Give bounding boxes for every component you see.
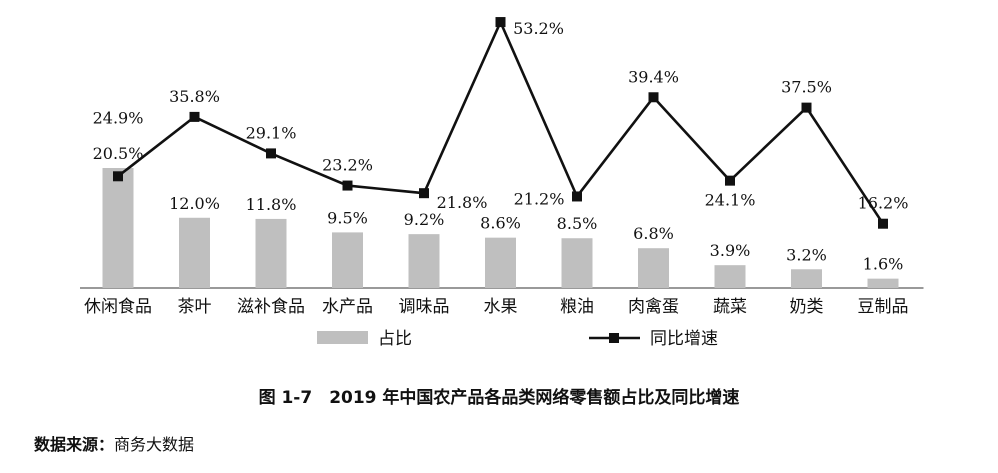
chart: 20.5% 12.0% 11.8% 9.5% 9.2% 8.6% 8.5% 6.8% 3.9% 3… [80, 17, 924, 349]
bar-data-label: 8.6% [480, 214, 521, 233]
bar-data-label: 1.6% [863, 255, 904, 274]
source-label: 数据来源： [34, 435, 115, 454]
bar-data-label: 3.9% [710, 241, 751, 260]
bar-data-label: 9.5% [327, 208, 368, 227]
category-label: 水果 [484, 297, 518, 317]
category-label: 蔬菜 [713, 297, 747, 317]
line-data-label: 24.1% [705, 191, 756, 210]
line-point [419, 188, 429, 199]
line-data-label: 37.5% [781, 78, 832, 97]
category-label: 奶类 [790, 297, 824, 317]
bar [332, 232, 363, 288]
line-data-label: 39.4% [628, 67, 679, 86]
line-point [572, 191, 582, 202]
line-point [801, 102, 812, 113]
chart-svg: 20.5% 12.0% 11.8% 9.5% 9.2% 8.6% 8.5% 6.8% 3.9% 3… [80, 17, 924, 349]
bar-data-label: 20.5% [93, 144, 144, 163]
line-point [878, 218, 888, 229]
line-data-label: 21.8% [437, 193, 488, 212]
line-data-label: 35.8% [169, 87, 220, 106]
line-point [342, 180, 353, 191]
bar [179, 217, 210, 288]
bar-data-label: 9.2% [404, 210, 445, 229]
line-point [648, 92, 659, 103]
category-label: 滋补食品 [237, 297, 305, 317]
bar [867, 278, 899, 288]
data-source: 数据来源：商务大数据 [34, 431, 194, 455]
bar-data-label: 8.5% [557, 214, 598, 233]
line-data-label: 21.2% [514, 189, 565, 208]
category-label: 豆制品 [858, 297, 909, 317]
line-data-label: 24.9% [93, 108, 144, 127]
bar-data-label: 6.8% [633, 224, 674, 243]
legend-bar-swatch [317, 331, 368, 344]
line-point [725, 175, 735, 186]
legend-line-label: 同比增速 [650, 329, 718, 349]
category-label: 休闲食品 [84, 297, 152, 317]
bar [408, 234, 440, 288]
category-label: 肉禽蛋 [628, 297, 679, 317]
legend-line-marker [609, 333, 619, 343]
bar [791, 269, 822, 288]
line-data-label: 16.2% [858, 194, 909, 213]
bar [485, 237, 516, 288]
line-series [117, 18, 885, 225]
line-point [266, 148, 276, 159]
bar [714, 265, 746, 288]
bar [255, 218, 287, 288]
line-point [189, 111, 200, 122]
line-point [113, 171, 123, 182]
line-data-label: 23.2% [322, 156, 373, 175]
bar [638, 248, 669, 288]
line-point [495, 17, 506, 28]
bar-data-label: 11.8% [246, 195, 297, 214]
bar [102, 168, 134, 288]
bar-data-label: 12.0% [169, 194, 220, 213]
category-label: 茶叶 [178, 297, 212, 317]
source-value: 商务大数据 [114, 435, 195, 454]
chart-title: 图 1-7 2019 年中国农产品各品类网络零售额占比及同比增速 [258, 388, 740, 408]
line-data-label: 53.2% [513, 19, 564, 38]
category-label: 粮油 [560, 297, 594, 317]
bar-data-label: 3.2% [786, 245, 827, 264]
legend-bar-label: 占比 [378, 329, 412, 349]
line-data-label: 29.1% [246, 123, 297, 142]
bar [561, 238, 593, 288]
category-label: 水产品 [322, 297, 373, 317]
category-label: 调味品 [399, 297, 450, 317]
